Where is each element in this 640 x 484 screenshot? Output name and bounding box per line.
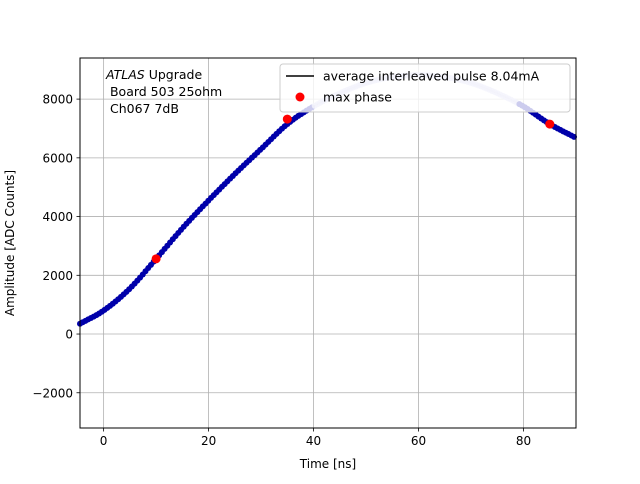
x-tick-label: 60 (411, 434, 426, 448)
atlas-italic: ATLAS (105, 67, 145, 82)
y-tick-label: 8000 (42, 93, 73, 107)
x-axis: 0 20 40 60 80 (100, 428, 531, 448)
max-phase-point (545, 119, 555, 129)
legend: average interleaved pulse 8.04mA max pha… (279, 63, 571, 113)
annotation-line-1: ATLAS Upgrade (105, 67, 202, 82)
x-tick-label: 40 (306, 434, 321, 448)
y-axis-label: Amplitude [ADC Counts] (3, 170, 17, 316)
y-tick-label: 4000 (42, 210, 73, 224)
annotation-line-3: Ch067 7dB (106, 101, 179, 116)
y-tick-label: −2000 (32, 386, 73, 400)
legend-entry-max-phase: max phase (323, 90, 392, 105)
x-tick-label: 0 (100, 434, 108, 448)
atlas-annotation: ATLAS Upgrade Board 503 25ohm Ch067 7dB (105, 67, 222, 116)
atlas-upgrade: Upgrade (145, 67, 203, 82)
legend-entry-pulse: average interleaved pulse 8.04mA (323, 69, 540, 84)
legend-dot-swatch (295, 92, 305, 102)
max-phase-layer (151, 114, 555, 264)
legend-box (279, 63, 571, 113)
y-axis: −2000 0 2000 4000 6000 8000 (32, 93, 80, 400)
x-axis-label: Time [ns] (299, 457, 356, 471)
max-phase-point (151, 254, 161, 264)
plot-frame (79, 57, 577, 429)
y-tick-label: 2000 (42, 269, 73, 283)
annotation-line-2: Board 503 25ohm (106, 84, 222, 99)
x-tick-label: 80 (516, 434, 531, 448)
y-tick-label: 6000 (42, 151, 73, 165)
x-tick-label: 20 (201, 434, 216, 448)
y-tick-label: 0 (65, 328, 73, 342)
max-phase-point (282, 114, 292, 124)
